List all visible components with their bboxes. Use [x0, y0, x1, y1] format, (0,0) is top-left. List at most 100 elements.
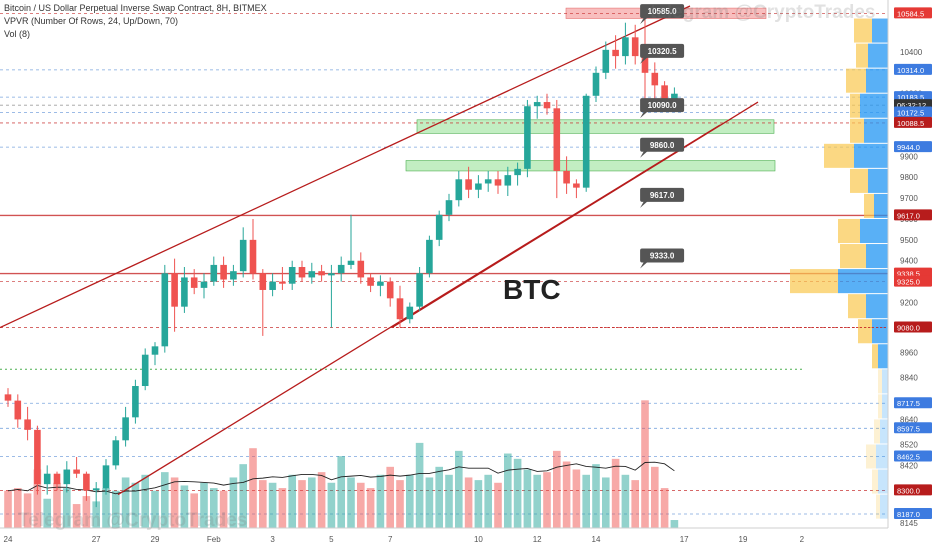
- watermark-bottom: Telegram @CryptoTrades: [18, 510, 248, 531]
- candle-body: [543, 102, 551, 109]
- btc-annotation: BTC: [503, 274, 561, 305]
- volume-bar: [190, 493, 198, 528]
- time-tick-label: 19: [739, 535, 748, 544]
- price-tick-label: 10400: [900, 48, 923, 57]
- candle-body: [4, 394, 12, 401]
- volume-bar: [602, 477, 610, 528]
- candle-body: [622, 37, 629, 57]
- support-zone-9860: [405, 160, 776, 172]
- volume-bar: [327, 482, 336, 528]
- vpvr-up-bar: [866, 294, 888, 319]
- vpvr-down-bar: [840, 244, 866, 269]
- callout-label: 10320.5: [648, 47, 677, 56]
- time-tick-label: 17: [680, 535, 689, 544]
- price-tick-label: 8640: [900, 415, 918, 424]
- vpvr-down-bar: [872, 469, 878, 494]
- candle-body: [563, 170, 570, 184]
- price-badge: [894, 397, 932, 409]
- volume-ma-line: [7, 461, 675, 495]
- price-badge-label: 8597.5: [897, 424, 920, 433]
- vpvr-up-bar: [882, 394, 888, 419]
- candle-body: [671, 93, 678, 100]
- price-badge: [894, 484, 932, 496]
- vpvr-down-bar: [850, 168, 868, 193]
- volume-bar: [376, 474, 385, 528]
- volume-bar: [513, 458, 522, 528]
- price-tick-label: 9900: [900, 152, 918, 161]
- volume-bar: [464, 477, 473, 528]
- candle-body: [377, 281, 384, 286]
- candle-body: [357, 260, 365, 278]
- time-axis[interactable]: 24 27 29 Feb 3 5 7 10 12 14 17 19 2: [0, 527, 888, 544]
- candle-body: [504, 175, 512, 186]
- volume-bar: [102, 488, 110, 528]
- vpvr-indicator-label[interactable]: VPVR (Number Of Rows, 24, Up/Down, 70): [4, 16, 179, 26]
- vpvr-up-bar: [872, 18, 888, 43]
- candle-body: [298, 267, 306, 278]
- time-tick-label: 14: [592, 535, 601, 544]
- candle-body: [396, 298, 404, 320]
- time-tick-label: Feb: [207, 535, 221, 544]
- zones-layer: [405, 7, 776, 172]
- vpvr-up-bar: [860, 93, 888, 118]
- price-tick-label: 8960: [900, 349, 918, 358]
- vpvr-up-bar: [872, 319, 888, 344]
- volume-bar: [660, 488, 669, 528]
- price-badge-label: 10183.5: [897, 93, 924, 102]
- price-badge-label: 9325.0: [897, 278, 920, 287]
- callout-label: 10585.0: [648, 7, 677, 16]
- vpvr-up-bar: [866, 244, 888, 269]
- price-tick-label: 9400: [900, 257, 918, 266]
- volume-bar: [670, 520, 679, 528]
- price-badge: [894, 422, 932, 434]
- candle-body: [181, 277, 188, 307]
- price-axis[interactable]: 1040010200990098009700960095009400930092…: [887, 0, 932, 550]
- time-tick-label: 5: [329, 535, 334, 544]
- callout-pointer: [640, 261, 649, 269]
- volume-bar: [415, 442, 424, 528]
- time-tick-label: 3: [270, 535, 275, 544]
- vpvr-down-bar: [874, 419, 880, 444]
- candle-body: [112, 440, 120, 466]
- volume-indicator-label[interactable]: Vol (8): [4, 29, 31, 39]
- volume-bar: [239, 464, 247, 528]
- channel-lower-trendline-2: [391, 101, 759, 329]
- trendline-layer: [0, 5, 888, 496]
- vpvr-up-bar: [876, 444, 888, 469]
- vpvr-up-bar: [874, 193, 888, 218]
- price-badge-label: 9617.0: [897, 211, 920, 220]
- price-badge-label: 06:32:12: [897, 101, 926, 110]
- candle-body: [210, 264, 218, 282]
- callout-box: [640, 137, 685, 152]
- price-badge-label: 10584.5: [897, 9, 924, 18]
- callout-label: 9617.0: [650, 191, 675, 200]
- volume-bar: [455, 450, 463, 528]
- candle-body: [484, 179, 492, 184]
- candle-body: [73, 469, 80, 474]
- candle-body: [92, 488, 100, 491]
- price-tick-label: 9500: [900, 236, 918, 245]
- volume-bar: [357, 482, 365, 528]
- candle-body: [435, 214, 443, 240]
- price-tick-label: 8145: [900, 519, 918, 528]
- time-tick-label: 12: [533, 535, 542, 544]
- volume-bar: [23, 493, 32, 528]
- time-tick-label: 7: [388, 535, 393, 544]
- volume-bar: [651, 466, 659, 528]
- volume-bar: [268, 482, 277, 528]
- vpvr-up-bar: [878, 469, 888, 494]
- candle-body: [465, 179, 472, 190]
- volume-bar: [396, 480, 404, 528]
- volume-bar: [406, 474, 414, 528]
- candle-body: [386, 281, 394, 299]
- candle-body: [132, 386, 139, 418]
- volume-bar: [445, 474, 453, 528]
- price-tick-label: 9200: [900, 298, 918, 307]
- vpvr-down-bar: [864, 193, 874, 218]
- callout-label: 9333.0: [650, 251, 675, 260]
- vpvr-up-bar: [864, 118, 888, 143]
- volume-bar: [82, 496, 91, 528]
- candle-body: [141, 354, 149, 387]
- volume-bar: [151, 490, 159, 528]
